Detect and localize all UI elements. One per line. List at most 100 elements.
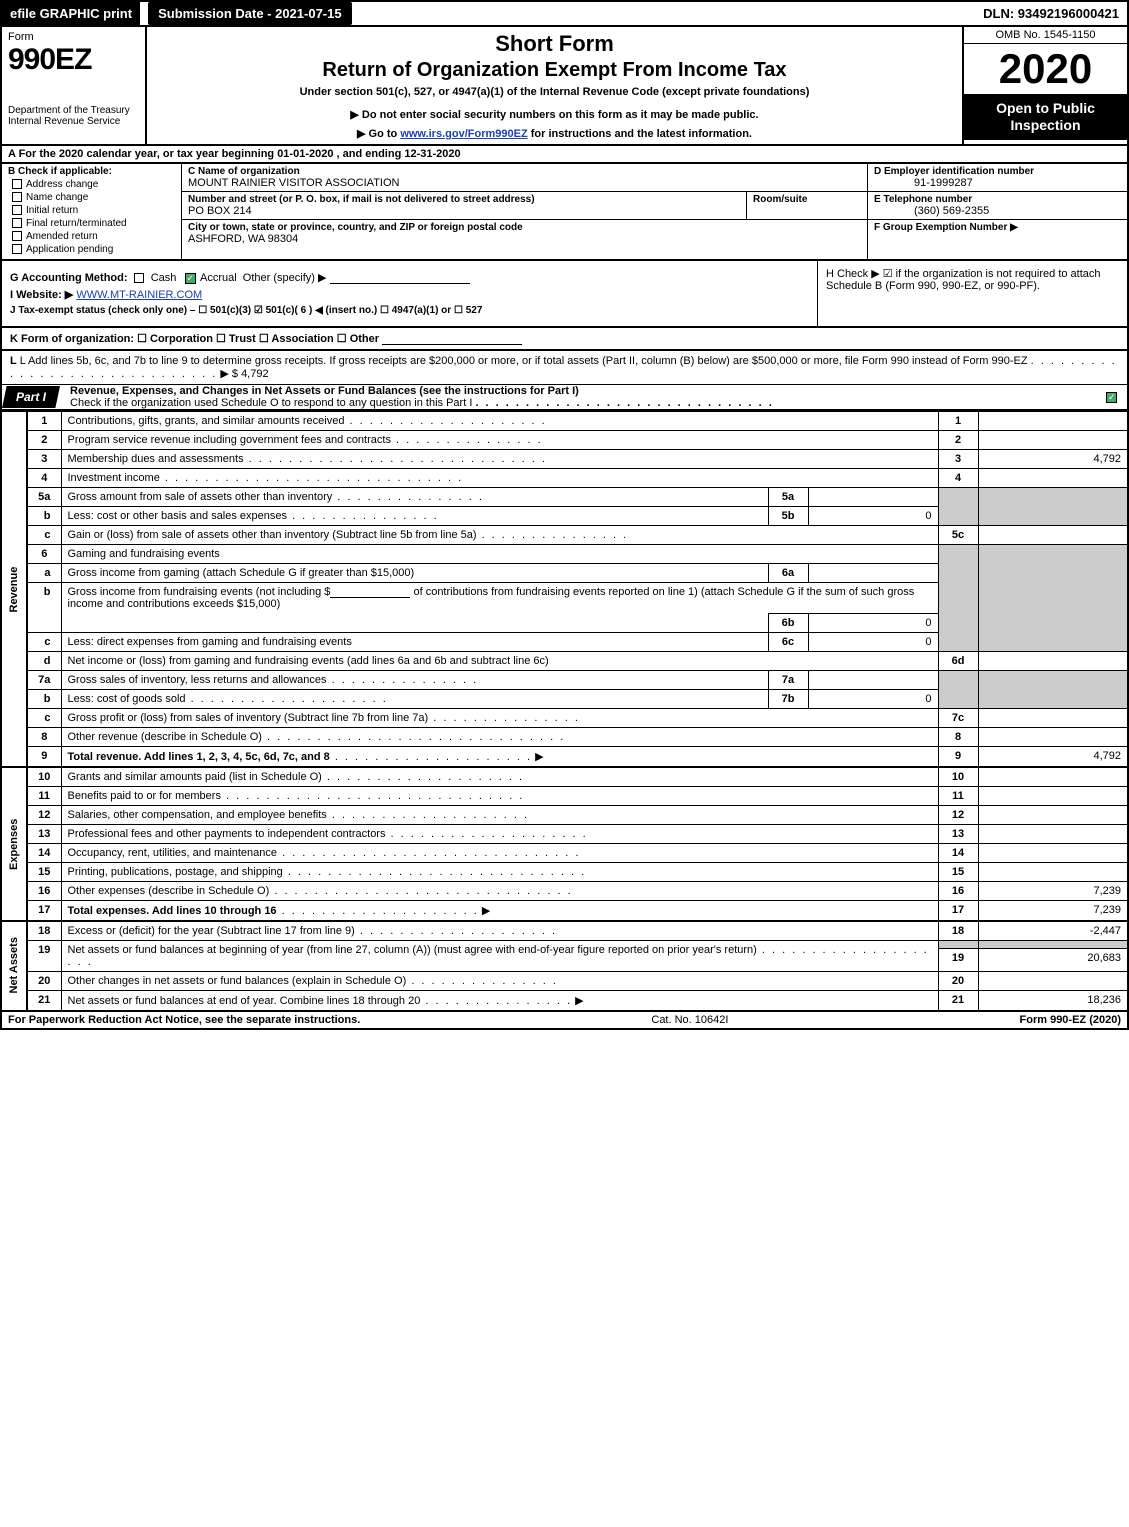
l8-num: 8	[27, 728, 61, 747]
grey-19v	[978, 941, 1128, 949]
l11-desc: Benefits paid to or for members	[61, 787, 938, 806]
k-other-blank[interactable]	[382, 333, 522, 345]
l7c-val	[978, 709, 1128, 728]
street-label: Number and street (or P. O. box, if mail…	[188, 194, 740, 205]
chk-amended-return[interactable]: Amended return	[12, 231, 175, 242]
l6-num: 6	[27, 545, 61, 564]
opt-name-change: Name change	[26, 192, 88, 203]
line-10: Expenses 10 Grants and similar amounts p…	[1, 767, 1128, 787]
line-18: Net Assets 18 Excess or (deficit) for th…	[1, 921, 1128, 941]
l7a-mn: 7a	[768, 671, 808, 690]
line-3: 3 Membership dues and assessments 3 4,79…	[1, 450, 1128, 469]
line-6d: d Net income or (loss) from gaming and f…	[1, 652, 1128, 671]
checkbox-icon[interactable]	[134, 273, 144, 283]
l12-cn: 12	[938, 806, 978, 825]
chk-initial-return[interactable]: Initial return	[12, 205, 175, 216]
l5b-num: b	[27, 507, 61, 526]
goto-link[interactable]: www.irs.gov/Form990EZ	[400, 128, 527, 140]
part1-header: Part I Revenue, Expenses, and Changes in…	[0, 384, 1129, 411]
chk-address-change[interactable]: Address change	[12, 179, 175, 190]
part1-title-text: Revenue, Expenses, and Changes in Net As…	[70, 385, 579, 397]
l16-desc: Other expenses (describe in Schedule O)	[61, 882, 938, 901]
line-7a: 7a Gross sales of inventory, less return…	[1, 671, 1128, 690]
short-form-title: Short Form	[157, 31, 952, 57]
l20-desc: Other changes in net assets or fund bala…	[61, 972, 938, 991]
l6b-blank[interactable]	[330, 586, 410, 598]
website-link[interactable]: WWW.MT-RAINIER.COM	[76, 289, 202, 301]
l7a-num: 7a	[27, 671, 61, 690]
top-bar: efile GRAPHIC print Submission Date - 20…	[0, 0, 1129, 25]
line-7c: c Gross profit or (loss) from sales of i…	[1, 709, 1128, 728]
g-label: G Accounting Method:	[10, 272, 128, 284]
line-5a: 5a Gross amount from sale of assets othe…	[1, 488, 1128, 507]
h-text: H Check ▶ ☑ if the organization is not r…	[826, 268, 1101, 292]
l9-desc: Total revenue. Add lines 1, 2, 3, 4, 5c,…	[61, 747, 938, 768]
l13-val	[978, 825, 1128, 844]
l11-num: 11	[27, 787, 61, 806]
l7b-mn: 7b	[768, 690, 808, 709]
l18-cn: 18	[938, 921, 978, 941]
l20-cn: 20	[938, 972, 978, 991]
l19-val: 20,683	[978, 949, 1128, 972]
l6c-desc: Less: direct expenses from gaming and fu…	[61, 633, 768, 652]
l5b-mv: 0	[808, 507, 938, 526]
l8-val	[978, 728, 1128, 747]
row-k: K Form of organization: ☐ Corporation ☐ …	[0, 328, 1129, 351]
l18-val: -2,447	[978, 921, 1128, 941]
accounting-block: G Accounting Method: Cash Accrual Other …	[0, 261, 1129, 328]
l6b-mn: 6b	[768, 614, 808, 633]
l21-cn: 21	[938, 991, 978, 1011]
l11-cn: 11	[938, 787, 978, 806]
dln-label: DLN: 93492196000421	[975, 2, 1127, 25]
l1-desc: Contributions, gifts, grants, and simila…	[61, 412, 938, 431]
l21-num: 21	[27, 991, 61, 1011]
l1-val	[978, 412, 1128, 431]
l5a-desc: Gross amount from sale of assets other t…	[61, 488, 768, 507]
g-other-blank[interactable]	[330, 272, 470, 284]
part1-checkbox[interactable]	[1104, 391, 1127, 403]
tax-status-text: J Tax-exempt status (check only one) – ☐…	[10, 305, 482, 316]
tel-value: (360) 569-2355	[874, 205, 1121, 217]
l6c-num: c	[27, 633, 61, 652]
efile-label[interactable]: efile GRAPHIC print	[2, 2, 140, 25]
l5b-desc: Less: cost or other basis and sales expe…	[61, 507, 768, 526]
goto-instructions: ▶ Go to www.irs.gov/Form990EZ for instru…	[157, 127, 952, 140]
opt-amended-return: Amended return	[26, 231, 98, 242]
l6d-num: d	[27, 652, 61, 671]
l6d-val	[978, 652, 1128, 671]
side-net-assets: Net Assets	[1, 921, 27, 1011]
l15-desc: Printing, publications, postage, and shi…	[61, 863, 938, 882]
l7c-desc: Gross profit or (loss) from sales of inv…	[61, 709, 938, 728]
part1-tab: Part I	[2, 386, 60, 408]
goto-post: for instructions and the latest informat…	[528, 128, 752, 140]
tax-year: 2020	[964, 44, 1127, 94]
checkbox-icon	[12, 231, 22, 241]
l9-cn: 9	[938, 747, 978, 768]
l-amount: ▶ $ 4,792	[220, 368, 268, 380]
l13-cn: 13	[938, 825, 978, 844]
header-right: OMB No. 1545-1150 2020 Open to Public In…	[962, 27, 1127, 144]
l16-val: 7,239	[978, 882, 1128, 901]
l15-num: 15	[27, 863, 61, 882]
checkbox-icon	[12, 192, 22, 202]
ssn-warning: ▶ Do not enter social security numbers o…	[157, 108, 952, 121]
room-cell: Room/suite	[747, 192, 867, 219]
line-16: 16 Other expenses (describe in Schedule …	[1, 882, 1128, 901]
l21-val: 18,236	[978, 991, 1128, 1011]
tel-label: E Telephone number	[874, 194, 1121, 205]
l12-desc: Salaries, other compensation, and employ…	[61, 806, 938, 825]
line-9: 9 Total revenue. Add lines 1, 2, 3, 4, 5…	[1, 747, 1128, 768]
k-text: K Form of organization: ☐ Corporation ☐ …	[10, 333, 379, 345]
tel-cell: E Telephone number (360) 569-2355	[868, 192, 1127, 220]
checkbox-checked-icon[interactable]	[185, 273, 196, 284]
row-i: I Website: ▶ WWW.MT-RAINIER.COM	[10, 288, 809, 301]
ein-value: 91-1999287	[874, 177, 1121, 189]
chk-application-pending[interactable]: Application pending	[12, 244, 175, 255]
checkbox-icon	[12, 244, 22, 254]
grey-19	[938, 941, 978, 949]
chk-name-change[interactable]: Name change	[12, 192, 175, 203]
chk-final-return[interactable]: Final return/terminated	[12, 218, 175, 229]
l6a-mv	[808, 564, 938, 583]
l3-num: 3	[27, 450, 61, 469]
l-text: L Add lines 5b, 6c, and 7b to line 9 to …	[20, 355, 1028, 367]
